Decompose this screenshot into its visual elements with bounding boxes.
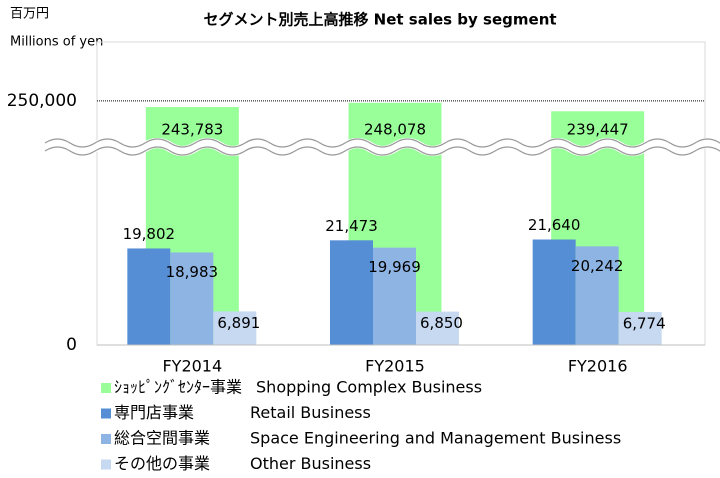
legend-swatch (101, 459, 111, 470)
break-fill (42, 138, 720, 156)
bar (373, 247, 416, 345)
y-tick-label: 0 (66, 335, 77, 355)
unit-label: 百万円 (10, 7, 49, 22)
bar (532, 239, 576, 345)
data-label: 21,473 (325, 217, 378, 235)
legend-label-en: Retail Business (250, 403, 371, 422)
data-label: 239,447 (567, 121, 629, 139)
legend-swatch (101, 383, 111, 393)
data-label: 19,969 (368, 258, 421, 276)
break-line (44, 146, 720, 156)
legend-label: 専門店事業 (114, 403, 194, 422)
data-label: 6,774 (623, 314, 666, 332)
y-tick-label: 250,000 (7, 91, 77, 111)
data-label: 18,983 (166, 263, 219, 281)
x-tick-label: FY2014 (162, 357, 222, 376)
legend-label-en: Shopping Complex Business (256, 378, 482, 397)
data-label: 6,891 (217, 314, 260, 332)
bar (127, 248, 171, 345)
legend-label: その他の事業 (114, 454, 210, 473)
legend-swatch (101, 408, 111, 419)
legend-label: ｼｮｯﾋﾟﾝｸﾞｾﾝﾀｰ事業 (114, 378, 242, 397)
chart-title: セグメント別売上高推移 Net sales by segment (203, 11, 556, 29)
data-label: 6,850 (420, 314, 463, 332)
legend-label: 総合空間事業 (114, 429, 210, 448)
bar (213, 311, 257, 345)
bar (170, 252, 214, 345)
x-tick-label: FY2015 (365, 357, 425, 376)
legend-label-en: Space Engineering and Management Busines… (250, 429, 621, 448)
data-label: 248,078 (364, 121, 426, 139)
bar (416, 311, 459, 345)
data-label: 243,783 (161, 121, 223, 139)
data-label: 21,640 (528, 216, 581, 234)
bar (618, 311, 662, 345)
data-label: 20,242 (571, 257, 624, 275)
legend-label-en: Other Business (250, 454, 371, 473)
x-tick-label: FY2016 (568, 357, 628, 376)
bar (330, 240, 373, 345)
unit-label-en: Millions of yen (10, 35, 103, 50)
break-line (44, 138, 720, 148)
legend-swatch (101, 434, 111, 444)
bar (575, 246, 619, 345)
data-label: 19,802 (123, 225, 176, 243)
